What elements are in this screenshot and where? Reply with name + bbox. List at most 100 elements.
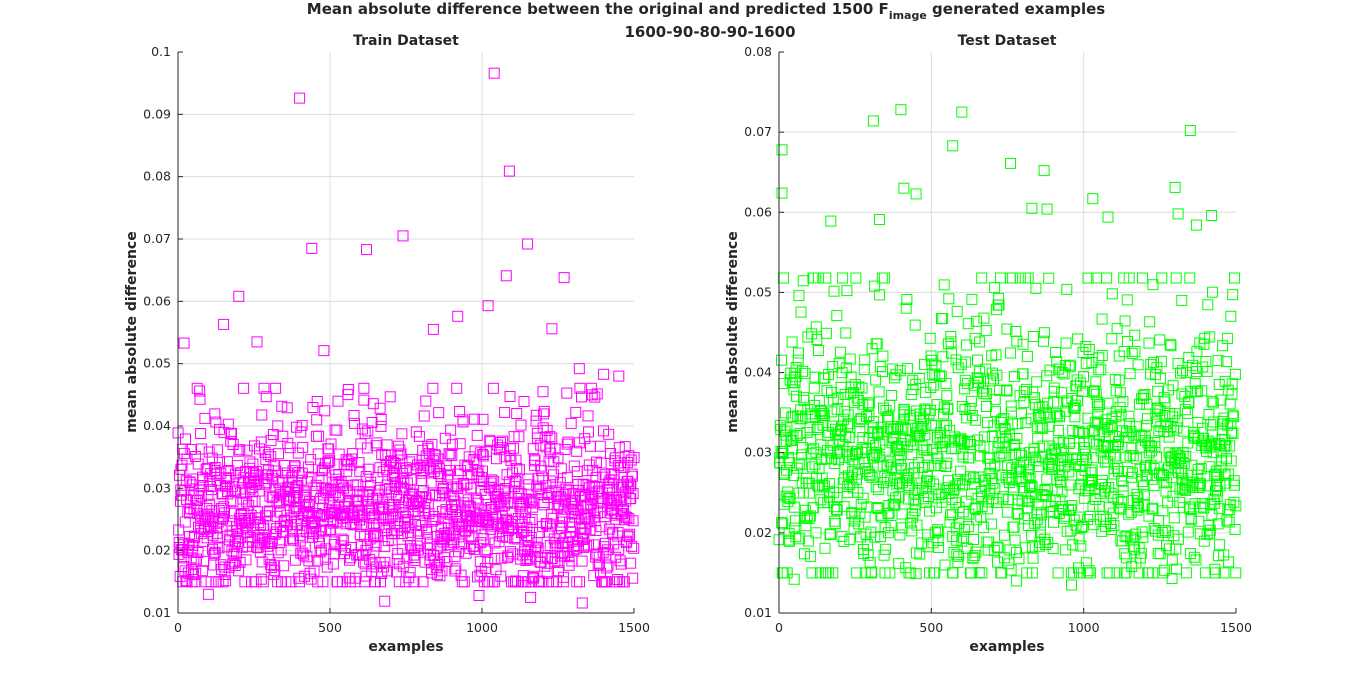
train-data-point (321, 561, 333, 573)
train-data-point (613, 442, 625, 454)
train-data-point (295, 426, 307, 438)
train-data-point (284, 495, 296, 507)
test-data-point (969, 503, 981, 515)
test-data-point (1005, 157, 1016, 169)
test-data-point (1191, 386, 1203, 398)
test-data-point (901, 294, 913, 305)
train-data-point (362, 463, 374, 475)
train-data-point (366, 417, 378, 428)
train-data-point (305, 573, 317, 585)
test-data-point (832, 392, 844, 404)
test-y-axis-label: mean absolute difference (725, 231, 741, 432)
train-data-point (397, 230, 409, 242)
train-data-point (498, 499, 510, 511)
test-data-point (1219, 375, 1231, 387)
train-data-point (537, 386, 549, 398)
train-data-point (580, 479, 592, 491)
test-data-point (870, 481, 882, 493)
train-data-point (432, 453, 444, 465)
train-data-point (324, 523, 336, 535)
test-data-point (1040, 539, 1052, 550)
train-data-point (376, 568, 388, 579)
train-x-tick-label: 1500 (618, 620, 650, 635)
train-data-point (202, 489, 214, 501)
test-data-point (851, 567, 863, 579)
test-data-point (1165, 340, 1177, 352)
test-data-point (1013, 553, 1025, 565)
test-data-point (794, 427, 806, 439)
test-data-point (1078, 371, 1089, 383)
test-data-point (1154, 372, 1166, 384)
train-data-point (548, 469, 559, 481)
test-data-point (1056, 486, 1068, 498)
test-data-point (1166, 554, 1178, 566)
test-data-point (955, 358, 967, 370)
test-data-point (1180, 478, 1192, 490)
train-data-point (625, 557, 637, 569)
train-data-point (552, 452, 564, 464)
train-data-point (412, 544, 424, 556)
test-data-point (1198, 502, 1210, 514)
train-data-point (292, 447, 304, 459)
test-data-point (1111, 323, 1123, 335)
test-data-point (1221, 356, 1233, 368)
train-data-point (204, 498, 216, 510)
train-axes: Train Dataset examples mean absolute dif… (124, 33, 650, 655)
test-x-tick-label: 500 (919, 620, 943, 635)
train-data-point (532, 542, 544, 554)
test-y-tick-label: 0.04 (744, 365, 772, 380)
train-data-point (530, 415, 542, 427)
test-data-point (961, 377, 973, 389)
test-data-point (1078, 492, 1090, 504)
test-data-point (1191, 469, 1203, 481)
train-data-point (449, 499, 461, 510)
test-data-point (1226, 378, 1238, 390)
test-data-point (869, 531, 881, 543)
test-data-point (1182, 526, 1194, 538)
test-data-point (1043, 272, 1055, 284)
train-data-point (422, 542, 434, 554)
test-data-point (909, 319, 921, 331)
test-data-point (1218, 567, 1230, 579)
train-data-point (474, 516, 486, 528)
test-data-point (1021, 350, 1033, 362)
train-data-point (397, 560, 409, 572)
train-data-point (175, 463, 187, 475)
test-data-point (1131, 453, 1143, 465)
test-data-point (850, 272, 862, 284)
test-data-point (1063, 466, 1075, 478)
test-data-point (1202, 299, 1214, 311)
train-data-point (241, 444, 253, 456)
test-data-point (1094, 399, 1106, 411)
test-data-point (993, 299, 1005, 311)
test-data-point (942, 338, 954, 350)
test-data-point (938, 401, 950, 413)
test-data-point (1129, 329, 1141, 341)
test-data-point (871, 338, 883, 350)
test-data-point (790, 362, 802, 373)
test-data-point (839, 405, 851, 417)
test-data-point (1201, 365, 1213, 377)
test-data-point (1026, 202, 1038, 214)
test-data-point (1113, 374, 1125, 386)
test-data-point (1109, 374, 1121, 385)
test-data-point (805, 550, 817, 562)
test-data-point (811, 423, 823, 435)
train-data-point (405, 474, 417, 486)
test-data-point (1228, 411, 1240, 423)
test-data-point (922, 459, 934, 471)
test-data-point (1207, 447, 1219, 459)
test-data-point (1215, 394, 1227, 406)
test-data-point (1229, 272, 1240, 284)
test-data-point (1138, 488, 1150, 500)
train-data-point (451, 382, 463, 394)
test-data-point (932, 524, 943, 536)
test-data-point (777, 518, 789, 530)
test-data-point (1167, 380, 1179, 392)
train-data-point (211, 444, 223, 456)
train-data-point (445, 424, 457, 436)
test-data-point (1146, 503, 1158, 515)
test-data-point (804, 487, 816, 499)
train-data-point (212, 531, 224, 543)
test-data-point (1092, 408, 1104, 420)
